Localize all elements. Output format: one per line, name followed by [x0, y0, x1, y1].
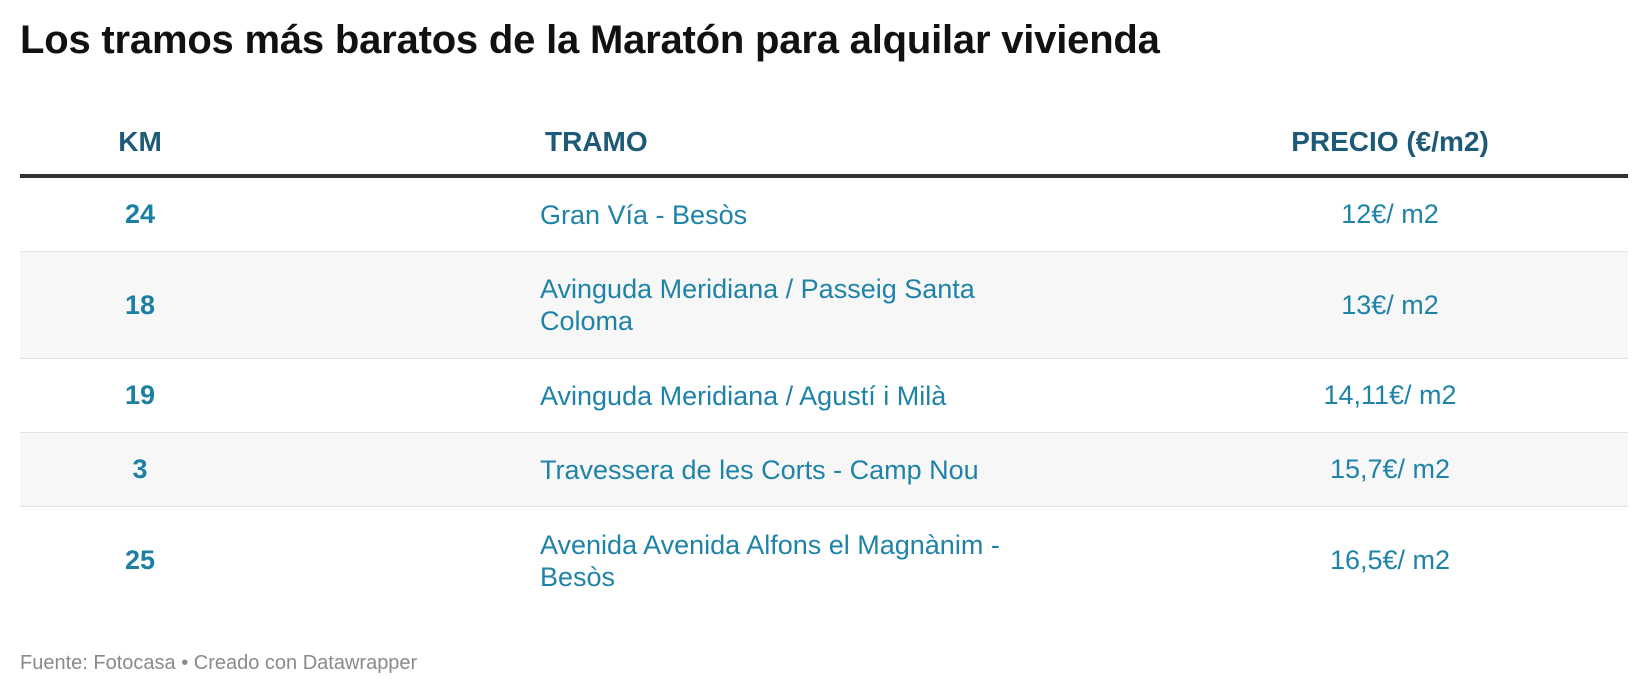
table-row: 24 Gran Vía - Besòs 12€/ m2 — [20, 178, 1628, 252]
data-table: KM TRAMO PRECIO (€/m2) 24 Gran Vía - Bes… — [20, 108, 1628, 614]
column-header-tramo[interactable]: TRAMO — [545, 126, 648, 157]
table-row: 25 Avenida Avenida Alfons el Magnànim - … — [20, 507, 1628, 614]
cell-tramo: Avinguda Meridiana / Agustí i Milà — [540, 380, 947, 411]
table-row: 18 Avinguda Meridiana / Passeig Santa Co… — [20, 252, 1628, 359]
cell-tramo: Travessera de les Corts - Camp Nou — [540, 454, 979, 485]
cell-precio: 12€/ m2 — [1341, 199, 1439, 229]
cell-precio: 16,5€/ m2 — [1329, 545, 1451, 575]
cell-km: 25 — [124, 545, 156, 575]
table-row: 19 Avinguda Meridiana / Agustí i Milà 14… — [20, 359, 1628, 433]
cell-tramo: Avenida Avenida Alfons el Magnànim - Bes… — [540, 529, 1000, 592]
cell-km: 19 — [124, 380, 156, 410]
cell-km: 3 — [132, 454, 148, 484]
cell-km: 18 — [124, 289, 156, 320]
cell-precio: 14,11€/ m2 — [1323, 380, 1457, 410]
table-row: 3 Travessera de les Corts - Camp Nou 15,… — [20, 433, 1628, 507]
table-header: KM TRAMO PRECIO (€/m2) — [20, 108, 1628, 178]
column-header-km[interactable]: KM — [118, 126, 162, 157]
cell-precio: 13€/ m2 — [1341, 289, 1439, 320]
column-header-precio[interactable]: PRECIO (€/m2) — [1291, 126, 1489, 157]
source-footer: Fuente: Fotocasa • Creado con Datawrappe… — [20, 652, 418, 674]
cell-precio: 15,7€/ m2 — [1329, 454, 1451, 484]
cell-km: 24 — [124, 199, 156, 229]
chart-title: Los tramos más baratos de la Maratón par… — [20, 18, 1160, 62]
cell-tramo: Avinguda Meridiana / Passeig Santa Colom… — [540, 274, 975, 336]
cell-tramo: Gran Vía - Besòs — [540, 199, 748, 230]
